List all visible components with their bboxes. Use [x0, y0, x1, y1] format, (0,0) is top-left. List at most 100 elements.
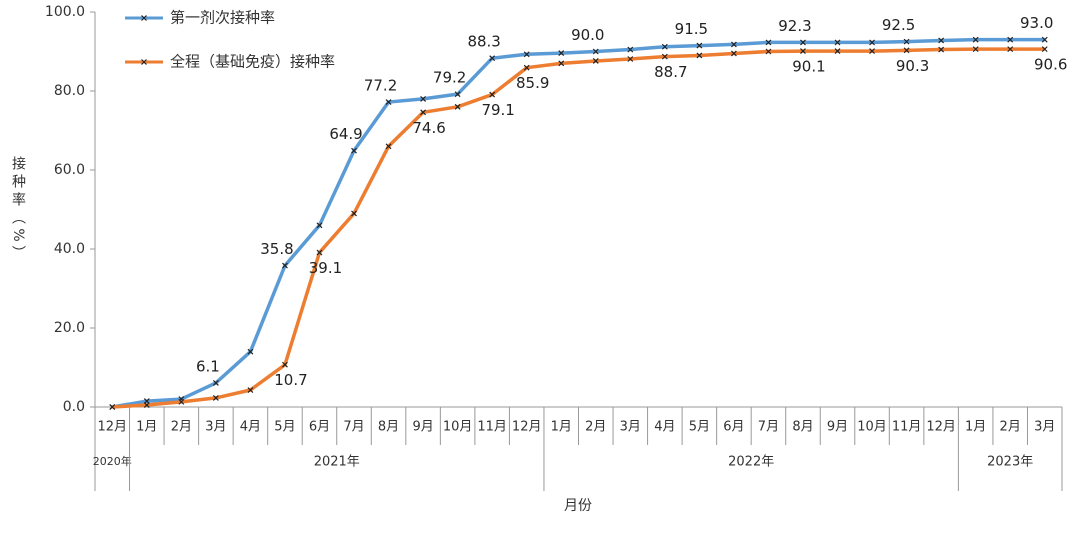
series-line: [112, 47, 1045, 409]
x-tick-label: 8月: [792, 420, 813, 435]
point-marker: [385, 99, 392, 105]
point-marker: [938, 37, 945, 44]
data-label: 92.3: [778, 17, 811, 35]
x-tick-label: 12月: [512, 420, 542, 435]
point-marker: [109, 404, 116, 410]
point-marker: [523, 64, 530, 71]
point-marker: [765, 48, 772, 55]
data-label: 39.1: [309, 259, 342, 277]
point-marker: [454, 103, 461, 110]
point-marker: [316, 249, 323, 256]
x-tick-label: 3月: [1034, 420, 1055, 435]
x-tick-label: 6月: [723, 420, 744, 435]
point-marker: [420, 109, 427, 116]
data-label: 88.7: [654, 63, 687, 81]
point-marker: [869, 48, 875, 55]
point-marker: [212, 379, 219, 386]
x-tick-label: 2月: [585, 420, 606, 435]
point-marker: [489, 91, 496, 98]
year-label: 2023年: [987, 455, 1033, 470]
point-marker: [661, 43, 668, 50]
x-tick-label: 9月: [412, 420, 433, 435]
y-axis-label: 接种率（%）: [10, 156, 26, 264]
data-label: 90.6: [1034, 56, 1067, 74]
x-tick-label: 12月: [926, 420, 956, 435]
data-label: 77.2: [364, 77, 397, 95]
data-label: 90.3: [896, 57, 929, 75]
y-tick-label: 80.0: [54, 83, 85, 99]
point-marker: [627, 56, 634, 62]
data-label: 64.9: [329, 125, 362, 143]
point-marker: [351, 210, 357, 217]
x-tick-label: 1月: [551, 420, 572, 435]
y-tick-label: 40.0: [54, 241, 85, 257]
point-marker: [696, 42, 703, 49]
x-tick-label: 2月: [1000, 420, 1021, 435]
point-marker: [558, 50, 565, 57]
x-tick-label: 11月: [477, 420, 507, 435]
data-label: 74.6: [412, 119, 445, 137]
legend-label: 全程（基础免疫）接种率: [170, 53, 335, 71]
series-line: [111, 37, 1045, 409]
point-marker: [903, 38, 910, 45]
point-marker: [316, 222, 323, 229]
x-tick-label: 5月: [274, 420, 295, 435]
y-tick-label: 20.0: [54, 320, 85, 336]
point-marker: [282, 361, 288, 368]
x-tick-label: 11月: [892, 420, 922, 435]
point-marker: [730, 50, 737, 57]
point-marker: [558, 60, 565, 67]
data-label: 10.7: [274, 371, 307, 389]
point-marker: [489, 55, 496, 62]
data-label: 92.5: [882, 16, 915, 34]
data-label: 91.5: [675, 20, 708, 38]
point-marker: [869, 39, 875, 46]
x-tick-label: 6月: [309, 420, 330, 435]
point-marker: [1041, 46, 1048, 53]
x-tick-label: 10月: [443, 420, 473, 435]
data-label: 35.8: [260, 240, 293, 258]
point-marker: [1041, 36, 1048, 43]
y-tick-label: 60.0: [54, 162, 85, 178]
x-tick-label: 7月: [343, 420, 364, 435]
point-marker: [800, 39, 806, 46]
data-label: 85.9: [516, 74, 549, 92]
point-marker: [730, 41, 737, 48]
y-tick-label: 100.0: [45, 4, 85, 20]
x-tick-label: 10月: [857, 420, 887, 435]
point-marker: [938, 46, 945, 53]
year-label: 2021年: [314, 455, 360, 470]
x-tick-label: 9月: [827, 420, 848, 435]
point-marker: [351, 147, 357, 154]
legend-marker: [141, 15, 147, 21]
y-tick-label: 0.0: [63, 399, 85, 415]
legend-marker: [141, 59, 147, 65]
data-label: 79.2: [433, 69, 466, 87]
x-tick-label: 4月: [654, 420, 675, 435]
point-marker: [834, 48, 841, 55]
point-marker: [385, 143, 392, 150]
data-label: 90.0: [571, 26, 604, 44]
year-label: 2022年: [728, 455, 774, 470]
x-tick-label: 5月: [689, 420, 710, 435]
point-marker: [696, 52, 703, 59]
x-tick-label: 8月: [378, 420, 399, 435]
point-marker: [420, 95, 427, 102]
x-tick-label: 1月: [136, 420, 157, 435]
point-marker: [834, 39, 841, 46]
x-axis-label: 月份: [564, 498, 592, 514]
point-marker: [523, 51, 530, 58]
data-label: 88.3: [467, 33, 500, 51]
point-marker: [800, 48, 806, 55]
point-marker: [1007, 46, 1014, 53]
point-marker: [765, 39, 772, 46]
legend-label: 第一剂次接种率: [170, 9, 275, 27]
point-marker: [282, 262, 288, 269]
point-marker: [1007, 36, 1014, 43]
point-marker: [247, 348, 254, 355]
point-marker: [972, 46, 979, 53]
x-tick-label: 2月: [171, 420, 192, 435]
data-label: 93.0: [1020, 14, 1053, 32]
point-marker: [143, 402, 150, 408]
x-tick-label: 4月: [240, 420, 261, 435]
